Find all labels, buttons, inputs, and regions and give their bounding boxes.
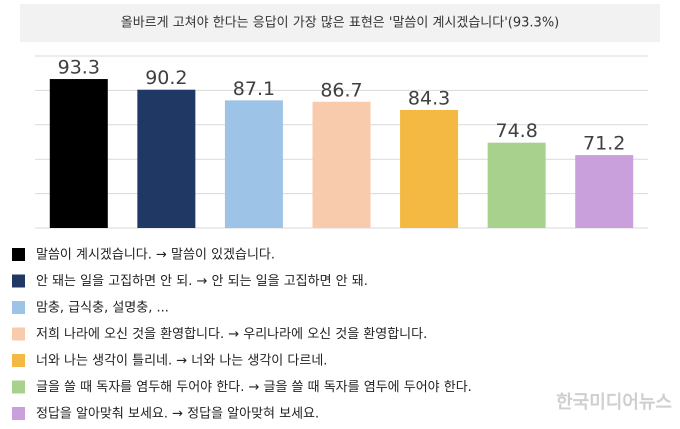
bar bbox=[312, 101, 371, 228]
title-box bbox=[20, 4, 660, 42]
data-label: 71.2 bbox=[583, 133, 625, 155]
data-label: 90.2 bbox=[145, 67, 187, 89]
legend-label: 저희 나라에 오신 것을 환영합니다. → 우리나라에 오신 것을 환영합니다. bbox=[36, 327, 427, 342]
bar bbox=[49, 79, 108, 228]
data-label: 86.7 bbox=[320, 79, 362, 101]
legend-swatch bbox=[12, 274, 25, 288]
data-label: 87.1 bbox=[233, 78, 275, 100]
legend-swatch bbox=[12, 248, 25, 261]
bar bbox=[575, 155, 634, 228]
bar bbox=[487, 142, 546, 228]
data-label: 84.3 bbox=[408, 88, 450, 110]
legend-swatch bbox=[12, 407, 25, 420]
legend-label: 너와 나는 생각이 틀리네. → 너와 나는 생각이 다르네. bbox=[36, 354, 327, 369]
chart-title: 올바르게 고쳐야 한다는 응답이 가장 많은 표현은 '말씀이 계시겠습니다'(… bbox=[121, 16, 560, 31]
legend-label: 안 돼는 일을 고집하면 안 되. → 안 되는 일을 고집하면 안 돼. bbox=[36, 274, 368, 289]
legend-swatch bbox=[12, 380, 25, 394]
bar bbox=[400, 110, 459, 228]
legend-swatch bbox=[12, 301, 25, 314]
legend-label: 맘충, 급식충, 설명충, ... bbox=[36, 301, 169, 316]
bar bbox=[137, 89, 196, 228]
watermark: 한국미디어뉴스 bbox=[556, 392, 672, 413]
legend-label: 글을 쓸 때 독자를 염두해 두어야 한다. → 글을 쓸 때 독자를 염두에 … bbox=[36, 380, 472, 395]
data-label: 74.8 bbox=[495, 120, 537, 142]
legend-swatch bbox=[12, 327, 25, 341]
data-label: 93.3 bbox=[58, 57, 100, 79]
bar bbox=[224, 100, 283, 228]
legend-label: 정답을 알아맞춰 보세요. → 정답을 알아맞혀 보세요. bbox=[36, 407, 319, 422]
legend-label: 말씀이 계시겠습니다. → 말씀이 있겠습니다. bbox=[36, 248, 275, 263]
legend-swatch bbox=[12, 354, 25, 367]
